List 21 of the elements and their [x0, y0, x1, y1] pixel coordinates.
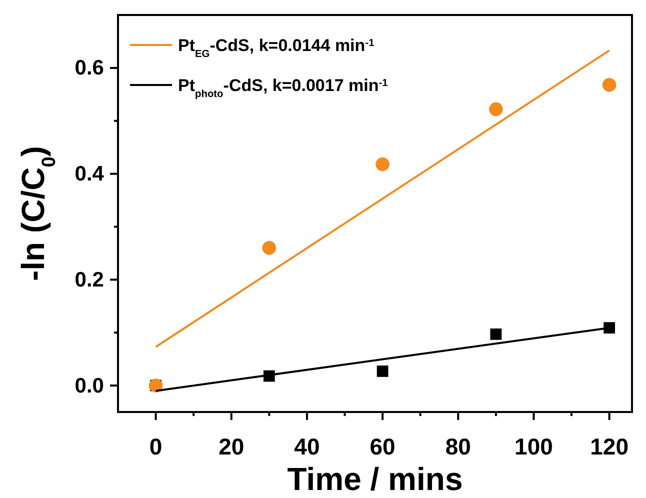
legend-label: Pt$_{photo}$-CdS, k=0.0017 min$^{-1}$ [178, 76, 388, 100]
point [376, 157, 390, 172]
x-tick-label: 120 [590, 433, 629, 460]
point [604, 322, 616, 334]
x-tick-label: 0 [149, 433, 162, 460]
point [489, 102, 503, 116]
x-tick-label: 40 [294, 433, 320, 460]
point [490, 328, 502, 340]
y-tick-label: 0.2 [74, 268, 104, 292]
x-tick-label: 100 [514, 433, 553, 460]
point [376, 366, 388, 377]
y-tick-label: 0.0 [74, 374, 104, 398]
x-tick-label: 60 [370, 433, 396, 460]
y-tick-label: 0.4 [74, 162, 104, 186]
x-axis-title: Time / mins [287, 461, 463, 497]
point [602, 78, 616, 92]
x-tick-label: 80 [445, 433, 471, 460]
y-tick-label: 0.6 [74, 56, 104, 80]
x-tick-label: 20 [218, 433, 244, 460]
point [262, 241, 276, 255]
legend-label: Pt$_{EG}$-CdS, k=0.0144 min$^{-1}$ [178, 36, 375, 60]
